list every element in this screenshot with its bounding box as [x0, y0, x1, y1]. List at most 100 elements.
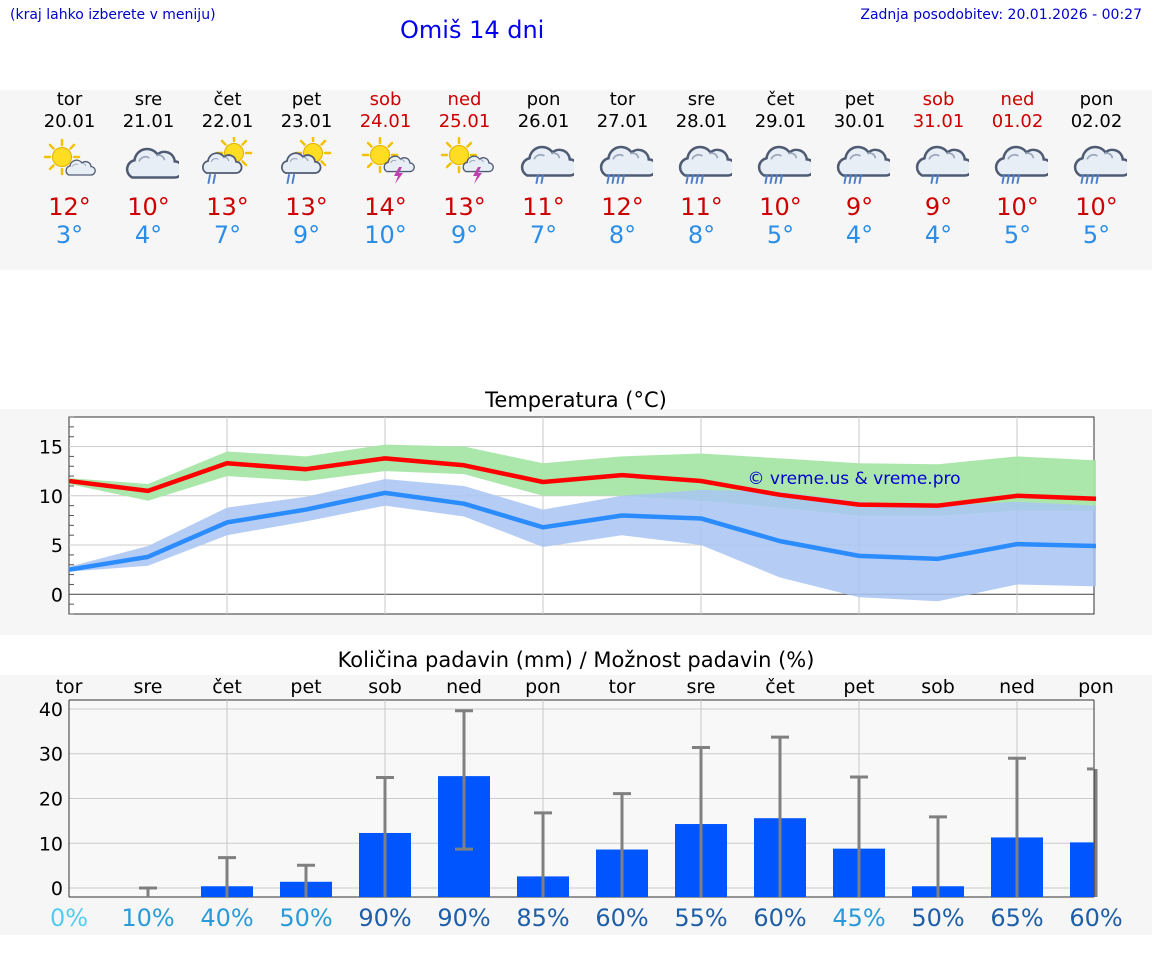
cloud-detail [71, 162, 86, 167]
cloud-detail [927, 152, 955, 160]
sun-ray [240, 160, 247, 167]
cloud-heavy-rain-icon [836, 145, 890, 184]
last-updated: Zadnja posodobitev: 20.01.2026 - 00:27 [860, 7, 1142, 23]
day-weekday: tor [609, 89, 636, 110]
rain-drop [930, 174, 934, 184]
sun-ray [319, 160, 326, 167]
cloud-shape [125, 147, 179, 179]
rain-drop [843, 174, 847, 184]
day-min-temp: 5° [1003, 221, 1032, 249]
precip-y-tick-label: 40 [39, 699, 63, 721]
rain-drop [848, 174, 852, 184]
day-column: čet 22.01 13° 7° [188, 89, 267, 249]
day-date: 01.02 [991, 111, 1044, 132]
day-min-temp: 4° [134, 221, 163, 249]
precip-y-tick-label: 10 [39, 833, 63, 855]
lightning-bolt [393, 167, 403, 184]
cloud-detail [611, 152, 639, 160]
day-column: sob 31.01 9° 4° [899, 89, 978, 249]
cloud-detail [848, 152, 876, 160]
rain-drop [535, 174, 539, 184]
rain-drop [1001, 174, 1005, 184]
rain-drop [779, 174, 783, 184]
day-column: ned 01.02 10° 5° [978, 89, 1057, 249]
rain-drop [1090, 174, 1094, 184]
day-weekday: čet [213, 89, 242, 110]
cloud-detail [690, 152, 718, 160]
rain-drop [207, 174, 211, 184]
precip-day-label: tor [609, 676, 636, 698]
day-weekday: pet [844, 89, 875, 110]
day-column: ned 25.01 13° 9° [425, 89, 504, 249]
sun-ray [299, 139, 306, 146]
cloud-detail [137, 154, 165, 162]
page-title: Omiš 14 dni [400, 16, 545, 44]
precip-day-label: ned [446, 676, 482, 698]
day-weekday: tor [56, 89, 83, 110]
precip-probability: 40% [200, 904, 253, 932]
precip-probability: 55% [674, 904, 727, 932]
sun-disc [51, 147, 72, 167]
precip-day-label: pon [525, 676, 561, 698]
precip-day-label: pet [843, 676, 874, 698]
day-column: pet 30.01 9° 4° [820, 89, 899, 249]
day-max-temp: 11° [522, 193, 565, 221]
day-min-temp: 9° [292, 221, 321, 249]
day-min-temp: 8° [687, 221, 716, 249]
rain-drop [1006, 174, 1010, 184]
day-column: sre 28.01 11° 8° [662, 89, 741, 249]
rain-drop [764, 174, 768, 184]
precip-probability: 50% [279, 904, 332, 932]
day-date: 29.01 [754, 111, 807, 132]
precip-probability: 45% [832, 904, 885, 932]
cloud-detail [389, 159, 405, 164]
day-column: sob 24.01 14° 10° [346, 89, 425, 249]
rain-drop [858, 174, 862, 184]
day-column: čet 29.01 10° 5° [741, 89, 820, 249]
day-weekday: pet [291, 89, 322, 110]
day-date: 23.01 [280, 111, 333, 132]
temp-y-tick-label: 5 [51, 535, 63, 557]
sun-thunderstorm-icon [440, 137, 494, 184]
cloud-shape [462, 155, 494, 173]
day-date: 26.01 [517, 111, 570, 132]
day-date: 30.01 [833, 111, 886, 132]
day-min-temp: 9° [450, 221, 479, 249]
cloud-shape [64, 159, 96, 176]
precip-day-label: sob [921, 676, 955, 698]
cloud-rain-icon [915, 145, 969, 184]
day-date: 21.01 [122, 111, 175, 132]
cloud-shape [280, 152, 321, 174]
sun-ray [240, 139, 247, 146]
day-column: sre 21.01 10° 4° [109, 89, 188, 249]
precip-probability: 65% [990, 904, 1043, 932]
cloud-detail [468, 159, 484, 164]
day-min-temp: 7° [529, 221, 558, 249]
day-max-temp: 14° [364, 193, 407, 221]
cloud-shape [520, 145, 574, 177]
cloud-heavy-rain-icon [678, 145, 732, 184]
precip-bar [1070, 842, 1094, 897]
day-date: 02.02 [1070, 111, 1123, 132]
precip-day-label: tor [56, 676, 83, 698]
watermark: © vreme.us & vreme.pro [747, 469, 960, 489]
precip-probability: 60% [753, 904, 806, 932]
day-min-temp: 4° [845, 221, 874, 249]
precip-probability: 60% [1069, 904, 1122, 932]
sun-ray [366, 162, 373, 169]
precip-probability: 50% [911, 904, 964, 932]
temp-y-tick-label: 15 [39, 437, 63, 459]
precip-day-label: čet [765, 676, 795, 698]
lightning-bolt [472, 167, 482, 184]
sun-disc [448, 145, 469, 165]
day-min-temp: 7° [213, 221, 242, 249]
rain-drop [621, 174, 625, 184]
cloud-icon [125, 147, 179, 179]
daily-forecast-strip [0, 90, 1152, 270]
day-column: tor 27.01 12° 8° [583, 89, 662, 249]
precip-probability: 60% [595, 904, 648, 932]
temp-min-line [68, 490, 1097, 572]
day-max-temp: 13° [443, 193, 486, 221]
rain-drop [1095, 174, 1099, 184]
precip-probability: 90% [437, 904, 490, 932]
